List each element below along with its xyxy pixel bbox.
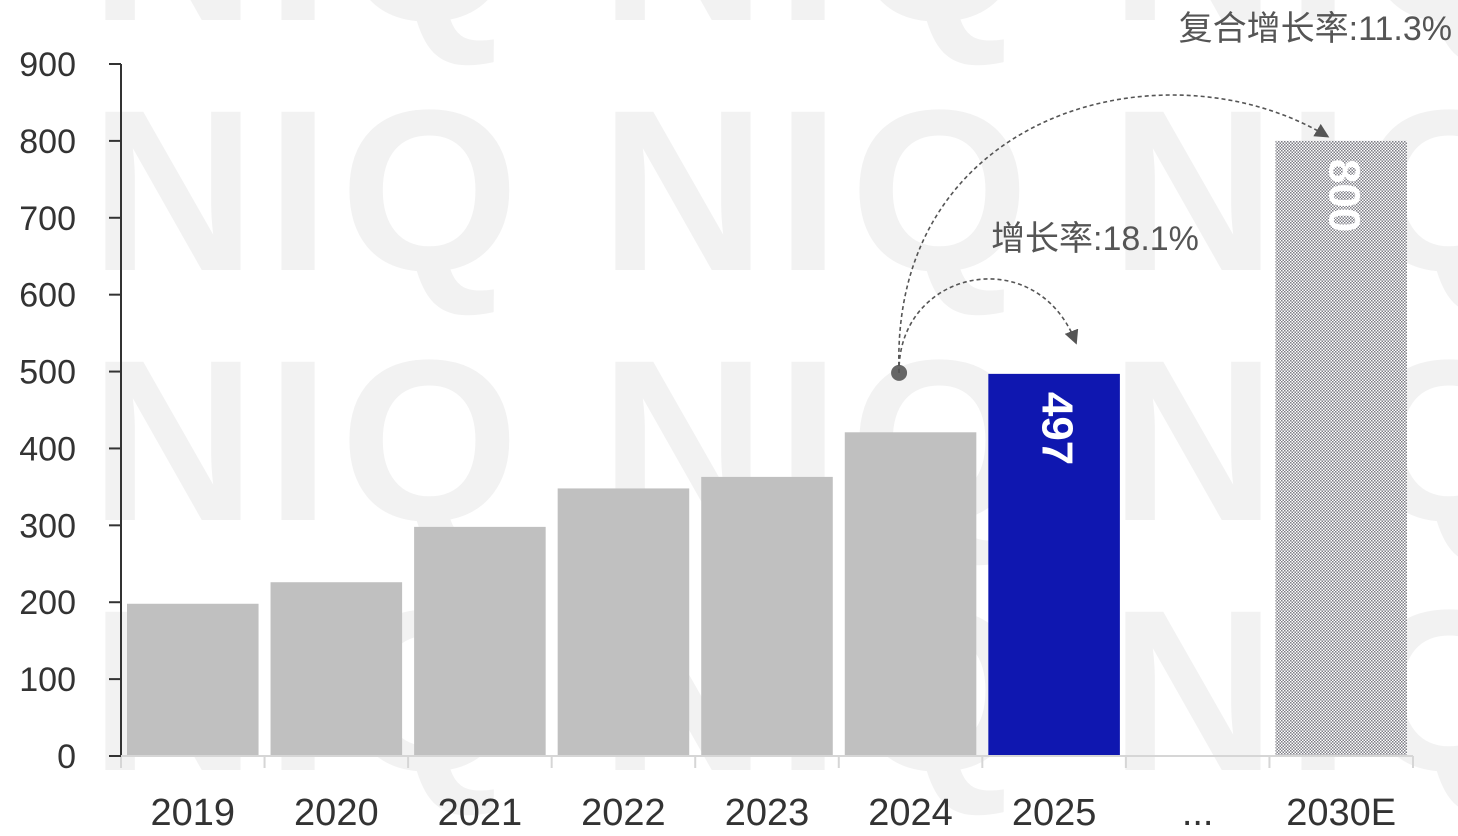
bar-2020 (270, 582, 403, 756)
y-tick-label-900: 900 (19, 46, 76, 84)
bar-2021 (414, 526, 546, 756)
cagr-label: 复合增长率:11.3% (1179, 10, 1452, 48)
x-tick-label-2030E: 2030E (1286, 792, 1396, 831)
y-tick-label-700: 700 (19, 200, 76, 238)
bar-2019 (127, 603, 259, 756)
y-tick-label-400: 400 (19, 430, 76, 468)
annotations: 增长率:18.1% 复合增长率:11.3% (891, 10, 1452, 381)
y-tick-label-800: 800 (19, 123, 76, 161)
x-tick-label-2024: 2024 (868, 792, 953, 831)
y-tick-label-500: 500 (19, 354, 76, 392)
watermark-text: NIQ (1110, 0, 1458, 69)
bars (127, 140, 1407, 756)
growth-arrow-2025 (898, 278, 1079, 373)
y-tick-label-600: 600 (19, 277, 76, 315)
x-tick-label-2021: 2021 (438, 792, 523, 831)
watermark-text: NIQ (90, 62, 529, 319)
x-tick-label-ellipsis: ... (1182, 792, 1214, 831)
labels: 2019 2020 2021 2022 2023 2024 2025 497... 2030E 8… (151, 159, 1397, 834)
x-tick-label-2022: 2022 (581, 792, 666, 831)
cagr-arrow-2030 (898, 94, 1330, 373)
x-tick-label-2020: 2020 (294, 792, 379, 831)
watermark-text: NIQ (90, 312, 529, 569)
bar-2030E (1275, 140, 1407, 756)
growth-rate-label: 增长率:18.1% (991, 220, 1199, 258)
watermark-text: NIQ (90, 0, 529, 69)
bar-2022 (557, 488, 690, 756)
bar-2024 (844, 432, 977, 756)
bar-2023 (701, 476, 833, 756)
bar-2025 (988, 373, 1120, 756)
x-tick-label-2019: 2019 (151, 792, 236, 831)
y-tick-label-0: 0 (57, 738, 76, 776)
watermark-text: NIQ (600, 0, 1039, 69)
x-tick-label-2023: 2023 (725, 792, 810, 831)
data-label-2025: 497 (1032, 392, 1081, 465)
data-label-2030E: 800 (1320, 159, 1369, 232)
axes: 0 100 200 300 400 500 600 700 800 900 (19, 46, 1414, 776)
y-tick-label-300: 300 (19, 507, 76, 545)
x-tick-label-2025: 2025 (1012, 792, 1097, 831)
watermark-text: NIQ (600, 62, 1039, 319)
y-tick-label-100: 100 (19, 661, 76, 699)
y-tick-label-200: 200 (19, 584, 76, 622)
